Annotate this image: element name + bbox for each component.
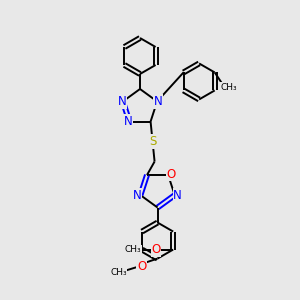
Text: N: N (133, 189, 142, 202)
Text: O: O (167, 167, 176, 181)
Text: CH₃: CH₃ (110, 268, 127, 277)
Text: N: N (118, 95, 126, 108)
Text: CH₃: CH₃ (220, 83, 237, 92)
Text: N: N (124, 115, 133, 128)
Text: O: O (137, 260, 146, 273)
Text: S: S (149, 135, 156, 148)
Text: CH₃: CH₃ (125, 245, 142, 254)
Text: N: N (173, 189, 182, 202)
Text: O: O (152, 243, 161, 256)
Text: N: N (154, 95, 163, 108)
